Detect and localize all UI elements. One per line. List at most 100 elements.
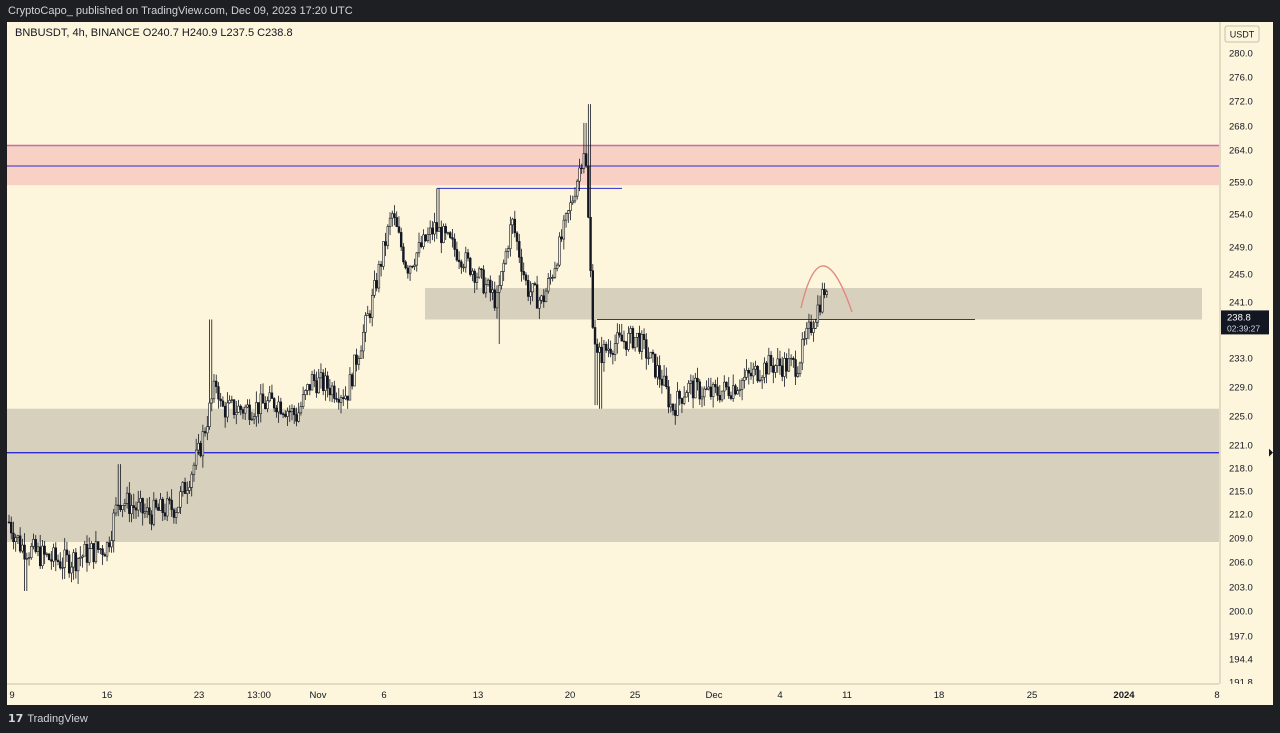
candle-body: [308, 384, 312, 391]
candle-body: [52, 547, 55, 562]
candle-body: [261, 393, 265, 404]
candle: [694, 372, 697, 399]
candle: [647, 347, 650, 365]
chart-frame[interactable]: USDT 280.0 276.0 272.0 268.0 264.0 259.0 254.0 2…: [7, 22, 1273, 705]
candle-body: [511, 218, 514, 226]
candle: [326, 371, 329, 398]
candle-body: [607, 348, 610, 351]
candle: [725, 381, 728, 391]
candle: [85, 535, 89, 572]
candle: [137, 490, 140, 517]
candle-body: [781, 365, 784, 377]
candle: [235, 400, 238, 425]
publisher-line: CryptoCapo_ published on TradingView.com…: [8, 5, 353, 17]
x-tick-label: 6: [381, 690, 386, 701]
candle-body: [181, 482, 185, 492]
candle: [304, 389, 307, 400]
candle: [538, 296, 541, 319]
candle-body: [330, 385, 334, 396]
candle-body: [197, 442, 200, 451]
candle: [531, 283, 534, 302]
candle-body: [397, 226, 401, 233]
candle: [159, 492, 162, 511]
candle-body: [99, 548, 102, 550]
candle: [353, 354, 356, 387]
candle: [814, 318, 817, 330]
candle: [821, 282, 824, 314]
candle-body: [74, 552, 78, 572]
candle-body: [466, 252, 470, 259]
candle: [785, 353, 788, 379]
candle-body: [807, 321, 811, 329]
candle-body: [578, 167, 581, 182]
candle: [168, 496, 171, 505]
candle: [23, 533, 26, 591]
candle: [700, 386, 704, 408]
y-tick-label: 206.0: [1229, 558, 1253, 569]
candle: [125, 486, 129, 509]
candle-body: [152, 499, 156, 525]
candle-body: [491, 289, 494, 293]
candle-body: [108, 542, 111, 548]
candle: [152, 492, 156, 527]
candle-body: [569, 202, 572, 211]
y-tick-label: 203.0: [1229, 583, 1253, 594]
candle: [600, 336, 603, 409]
candle: [502, 259, 505, 282]
candle: [428, 220, 432, 244]
price-axis[interactable]: [1219, 22, 1273, 705]
candle-body: [27, 557, 31, 559]
candle: [134, 501, 138, 519]
candle: [803, 331, 806, 346]
candle: [266, 396, 269, 413]
candle: [293, 405, 296, 424]
candle-body: [10, 521, 13, 534]
time-axis[interactable]: [7, 684, 1273, 705]
currency-label[interactable]: USDT: [1230, 30, 1255, 40]
candle: [279, 397, 283, 415]
candle: [284, 410, 287, 418]
candle-body: [462, 266, 465, 269]
candle: [698, 378, 701, 405]
currency-label-box[interactable]: [1224, 25, 1260, 43]
candle: [691, 375, 695, 409]
candle: [636, 332, 639, 348]
x-tick-label: 8: [1214, 690, 1219, 701]
candle-body: [576, 180, 579, 197]
candle: [489, 275, 492, 302]
candle: [54, 542, 57, 572]
candle: [116, 464, 120, 517]
candle-body: [660, 378, 664, 386]
candle-body: [346, 395, 349, 401]
candle: [63, 538, 66, 580]
candle-body: [72, 552, 75, 568]
candle: [47, 552, 51, 561]
candle-body: [515, 232, 519, 242]
candle-body: [789, 357, 793, 360]
candle-body: [348, 374, 352, 401]
candle-body: [622, 340, 626, 343]
x-tick-label: 25: [1027, 690, 1038, 701]
candle-body: [734, 385, 737, 395]
y-tick-label: 280.0: [1229, 49, 1253, 60]
candle-body: [821, 289, 824, 313]
candle: [237, 399, 240, 413]
candle-body: [442, 226, 445, 243]
candle-body: [32, 539, 35, 547]
mid-zone: [425, 288, 1202, 320]
candle: [7, 514, 11, 524]
candle-body: [444, 226, 447, 234]
candle: [18, 527, 22, 554]
candle-body: [54, 547, 57, 561]
price-chart[interactable]: USDT 280.0 276.0 272.0 268.0 264.0 259.0 254.0 2…: [7, 22, 1273, 705]
candle: [59, 552, 62, 570]
candle: [268, 385, 271, 403]
candle-body: [705, 388, 708, 391]
candle-body: [235, 412, 238, 415]
candle: [50, 551, 53, 570]
candle: [72, 549, 75, 580]
candle: [92, 543, 95, 569]
candle-body: [290, 408, 294, 412]
candle-body: [435, 222, 439, 232]
candle-body: [482, 269, 485, 294]
